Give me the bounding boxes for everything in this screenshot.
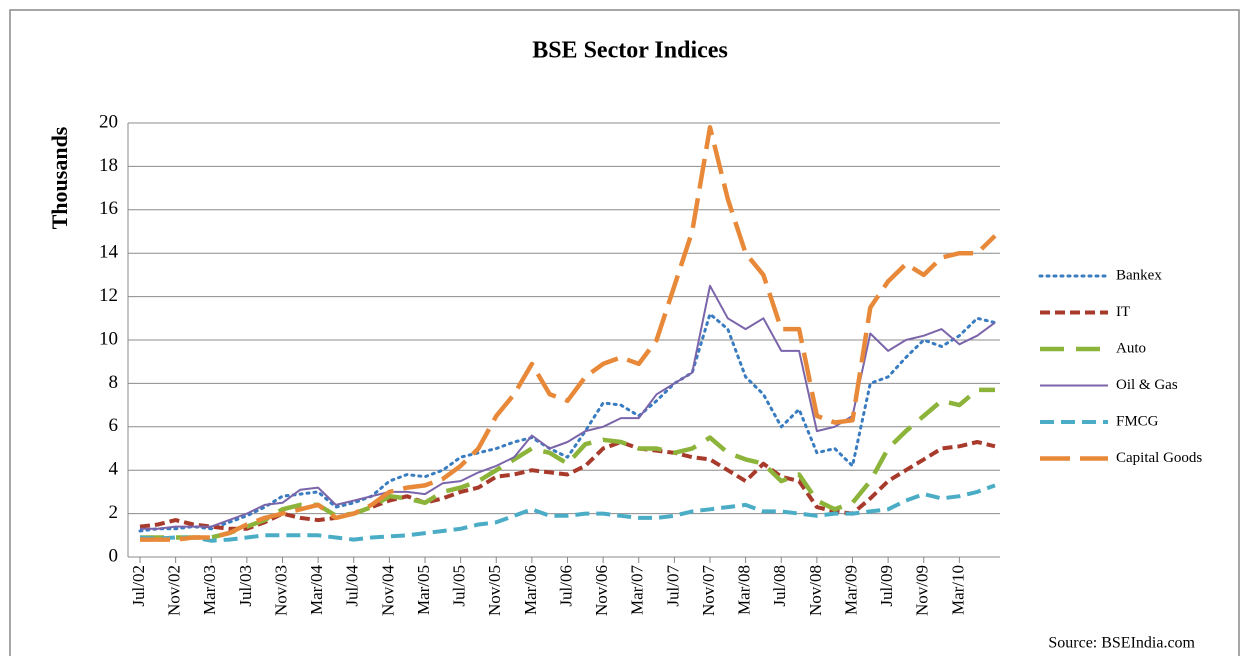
x-tick-label: Jul/05 [450,565,469,607]
x-tick-label: Nov/02 [165,565,184,616]
y-tick-label: 0 [109,545,119,566]
x-tick-label: Jul/04 [343,565,362,607]
legend-label: Auto [1116,340,1146,356]
y-tick-label: 2 [109,502,119,523]
x-tick-label: Nov/07 [699,565,718,617]
x-tick-label: Mar/09 [841,565,860,615]
y-tick-label: 16 [99,198,118,219]
y-axis-label: Thousands [47,126,72,229]
chart-title: BSE Sector Indices [532,38,728,64]
x-tick-label: Jul/03 [236,565,255,607]
y-tick-label: 6 [109,415,119,436]
x-tick-label: Mar/04 [307,565,326,616]
x-tick-label: Nov/05 [485,565,504,616]
series-line [140,387,995,540]
series-line [139,483,996,543]
x-tick-label: Nov/04 [378,565,397,617]
x-tick-label: Jul/08 [770,565,789,607]
y-tick-label: 8 [109,372,119,393]
y-tick-label: 14 [99,242,119,263]
y-tick-label: 20 [99,111,118,132]
legend-label: Oil & Gas [1116,377,1178,393]
legend-label: IT [1116,304,1130,320]
x-tick-label: Mar/05 [414,565,433,615]
y-tick-label: 12 [99,285,118,306]
source-note: Source: BSEIndia.com [1048,635,1195,652]
y-tick-label: 4 [109,459,119,480]
legend-label: Capital Goods [1116,450,1202,466]
y-tick-label: 10 [99,328,118,349]
legend-label: Bankex [1116,267,1162,283]
x-tick-label: Mar/06 [521,565,540,615]
x-tick-label: Nov/09 [913,565,932,616]
chart-frame [9,9,1240,661]
x-tick-label: Jul/09 [877,565,896,607]
y-tick-label: 18 [99,155,118,176]
x-tick-label: Mar/07 [628,565,647,616]
x-tick-label: Jul/02 [129,565,148,607]
series-line [138,312,997,533]
x-tick-label: Jul/06 [556,565,575,607]
x-tick-label: Nov/03 [271,565,290,616]
x-tick-label: Mar/08 [735,565,754,615]
legend-label: FMCG [1116,413,1159,429]
x-tick-label: Nov/08 [806,565,825,616]
series-line [140,125,997,542]
x-tick-label: Mar/10 [948,565,967,615]
x-tick-label: Jul/07 [663,565,682,607]
x-tick-label: Mar/03 [200,565,219,615]
x-tick-label: Nov/06 [592,565,611,616]
